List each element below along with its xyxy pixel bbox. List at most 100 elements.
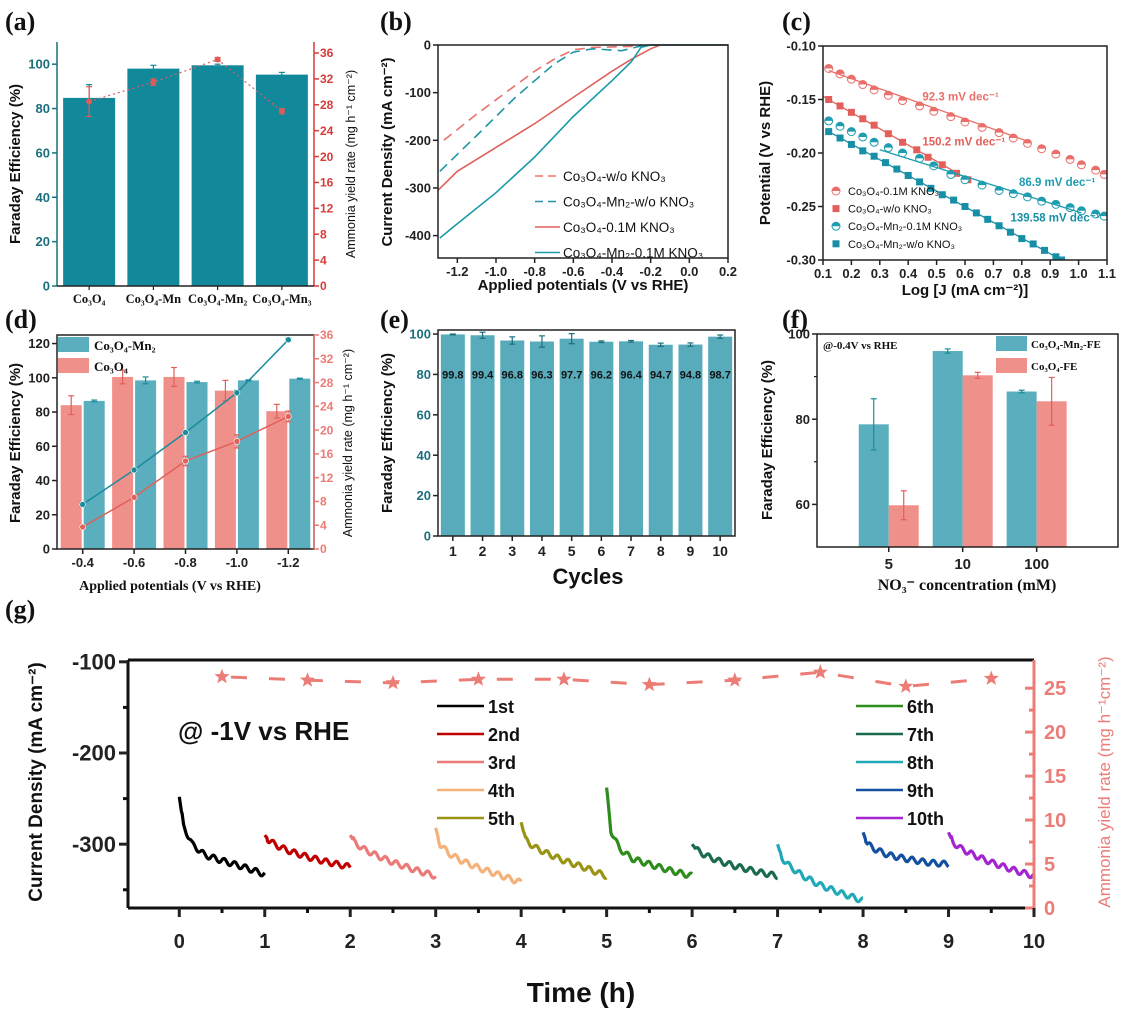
y-tick-label: 100 — [28, 370, 50, 385]
yield-star — [556, 671, 572, 686]
data-label: 94.7 — [650, 369, 671, 381]
fit-line — [823, 95, 972, 182]
data-point-fill — [1100, 170, 1107, 175]
x-tick-label: 9 — [943, 931, 954, 953]
y-tick-label: 0 — [424, 529, 431, 544]
yield-star — [470, 671, 486, 686]
y-axis-label: Current Density (mA cm⁻²) — [379, 57, 396, 246]
series-line — [443, 44, 728, 141]
bar — [63, 97, 116, 286]
segment-1st — [177, 796, 266, 878]
x-axis-label: Applied potentials (V vs RHE) — [478, 277, 689, 294]
legend-label: Co₃O₄-FE — [1031, 361, 1077, 373]
data-point-fill — [858, 132, 867, 137]
x-tick-label: 0.3 — [871, 266, 889, 281]
panel-label: (g) — [5, 595, 35, 624]
x-tick-label: 10 — [1023, 931, 1045, 953]
panel-f: 60 80 100 5 10 100 @-0.4V vs RHE Co₃O₄-Mn₂-FE Co… — [759, 327, 1119, 594]
legend-label: Co₃O₄ — [94, 359, 128, 374]
x-axis-label: Applied potentials (V vs RHE) — [79, 579, 261, 594]
y-axis-label: Faraday Efficiency (%) — [7, 363, 24, 523]
panel-a: 0 20 40 60 80 100 0 4 8 12 16 20 24 28 32 36 Co₃O₄ Co₃O₄-… — [7, 42, 358, 306]
y-tick-label: 0 — [43, 279, 50, 294]
legend-label: Co₃O₄-0.1M KNO₃ — [563, 220, 675, 235]
bar — [191, 65, 244, 286]
yield-line — [88, 58, 283, 112]
bar — [529, 341, 554, 536]
slope-label: 86.9 mV dec⁻¹ — [1019, 177, 1096, 189]
y-tick-label: 80 — [36, 101, 50, 116]
y-tick-label: -0.25 — [786, 199, 816, 214]
x-tick-label: 0.2 — [719, 264, 737, 279]
data-point-fill — [847, 127, 856, 132]
data-point-fill — [824, 116, 833, 121]
x-tick-label: -0.2 — [639, 264, 661, 279]
y-tick-label: -200 — [405, 133, 431, 148]
panel-label: (c) — [782, 7, 811, 36]
y-tick-label: -400 — [405, 228, 431, 243]
y-axis-label: Faraday Efficiency (%) — [7, 84, 24, 244]
yield-star — [983, 670, 999, 685]
y-tick-label: -0.20 — [786, 146, 816, 161]
y2-tick-label: 0 — [320, 279, 327, 293]
x-tick-label: 0.1 — [814, 266, 832, 281]
plot-frame — [816, 333, 1119, 548]
x-tick-label: 5 — [885, 556, 893, 573]
x-tick-label: 6 — [687, 931, 698, 953]
data-point-fill — [1066, 203, 1075, 208]
x-tick-label: 0 — [174, 931, 185, 953]
x-tick-label: 2 — [479, 543, 487, 559]
x-tick-label: -1.2 — [446, 264, 468, 279]
y-tick-label: 40 — [36, 190, 50, 205]
x-tick-label: 5 — [568, 543, 576, 559]
data-point-fill — [1051, 150, 1060, 155]
x-tick-label: 7 — [772, 931, 783, 953]
y-axis-label: Potential (V vs RHE) — [757, 81, 774, 225]
x-tick-label: -1.0 — [226, 555, 248, 570]
bar-co3o4-mn2 — [186, 382, 208, 549]
segment-3rd — [348, 834, 437, 880]
x-tick-label: 10 — [712, 543, 728, 559]
data-label: 96.3 — [531, 369, 552, 381]
y-axis-label: Current Density (mA cm⁻²) — [26, 662, 47, 901]
y2-axis-label: Ammonia yield rate (mg h⁻¹ cm⁻²) — [344, 70, 358, 258]
y2-tick-label: 32 — [320, 352, 334, 366]
x-tick-label: 8 — [657, 543, 665, 559]
y2-axis-label: Ammonia yield rate (mg h⁻¹ cm⁻²) — [341, 349, 355, 537]
y-tick-label: 120 — [28, 336, 50, 351]
data-point-fill — [1066, 155, 1075, 160]
data-point-fill — [870, 138, 879, 143]
series-line — [439, 44, 728, 172]
data-point-fill — [1100, 212, 1107, 217]
y2-tick-label: 12 — [320, 471, 334, 485]
y-tick-label: -300 — [72, 832, 116, 857]
panel-b: 0 -100 -200 -300 -400 -1.2 -1.0 -0.8 -0.6 -0.4 -0.… — [379, 38, 737, 294]
bar — [255, 74, 308, 286]
data-label: 96.4 — [620, 369, 642, 381]
y2-tick-label: 20 — [320, 150, 334, 164]
x-tick-label: -0.4 — [71, 555, 94, 570]
yield-point — [130, 493, 138, 501]
x-tick-label: -0.6 — [562, 264, 584, 279]
data-label: 94.8 — [680, 369, 701, 381]
panel-label: (d) — [5, 305, 37, 334]
y-tick-label: -100 — [72, 650, 116, 675]
y2-tick-label: 36 — [320, 328, 334, 342]
yield-point — [233, 438, 241, 445]
legend-label: 2nd — [488, 725, 520, 745]
yield-star — [299, 672, 316, 687]
legend-label: 3rd — [488, 753, 516, 773]
panel-label: (e) — [380, 305, 409, 334]
panel-c: -0.10 -0.15 -0.20 -0.25 -0.300.1 0.2 0.3 0.4 0.5… — [757, 39, 1116, 299]
x-tick-label: 3 — [430, 931, 441, 953]
data-point-fill — [1091, 166, 1100, 171]
x-tick-label: 1 — [449, 543, 457, 559]
legend-swatch — [996, 336, 1027, 351]
annotation: @-0.4V vs RHE — [823, 340, 898, 352]
x-axis-label: Log [J (mA cm⁻²)] — [902, 282, 1029, 299]
x-tick-label: Co₃O₄-Mn — [126, 292, 181, 306]
legend-label: 8th — [907, 753, 934, 773]
bar — [589, 341, 614, 536]
y-tick-label: 100 — [28, 57, 50, 72]
